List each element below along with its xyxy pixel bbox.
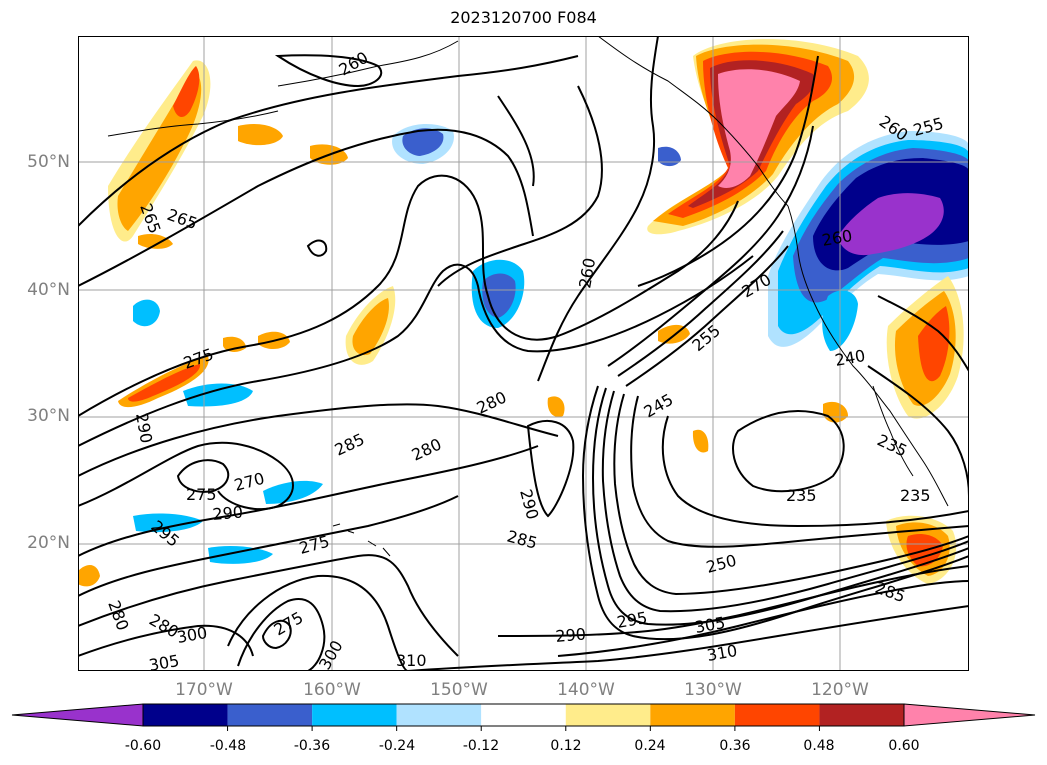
shade-orange-c5 xyxy=(547,396,565,417)
shade-red-c2 xyxy=(128,364,201,402)
colorbar-box xyxy=(819,704,904,726)
contour-label: 285 xyxy=(505,527,539,553)
lon-label: 130°W xyxy=(684,680,742,700)
chart-title: 2023120700 F084 xyxy=(450,8,597,27)
contour-label: 250 xyxy=(704,551,738,577)
graticule xyxy=(78,36,969,671)
shade-blue-4 xyxy=(133,299,160,327)
contour-label: 265 xyxy=(136,201,164,236)
shade-blue-1b xyxy=(402,128,444,156)
coast-baja xyxy=(872,385,914,477)
lat-label: 50°N xyxy=(27,152,70,172)
contour-label: 255 xyxy=(688,321,724,355)
lon-label: 150°W xyxy=(430,680,488,700)
contour-label: 290 xyxy=(132,411,156,444)
colorbar-tick: 0.60 xyxy=(888,738,920,754)
colorbar-box xyxy=(734,704,820,726)
shade-blue-7 xyxy=(133,513,203,533)
lon-label: 140°W xyxy=(557,680,615,700)
contour-label: 235 xyxy=(786,486,817,505)
colorbar-box xyxy=(650,704,735,726)
contour-label: 280 xyxy=(474,387,510,417)
contour-label: 310 xyxy=(396,651,427,670)
colorbar-extend-low xyxy=(11,703,144,727)
shade-blue-3 xyxy=(658,146,681,167)
shade-orange-e2 xyxy=(823,401,848,423)
lon-label: 170°W xyxy=(175,680,233,700)
shade-blue-6 xyxy=(263,480,323,504)
colorbar xyxy=(11,703,1036,731)
colorbar-box xyxy=(312,704,397,726)
colorbar-tick: 0.24 xyxy=(634,738,666,754)
contour-label: 275 xyxy=(297,532,331,558)
contour-label: 265 xyxy=(165,205,200,233)
shade-orange-c1b xyxy=(352,298,389,356)
contour-label: 275 xyxy=(181,344,216,372)
contour-label: 240 xyxy=(833,346,866,370)
shade-red-west xyxy=(173,66,200,118)
lon-label: 160°W xyxy=(303,680,361,700)
lat-label: 40°N xyxy=(27,280,70,300)
colorbar-box xyxy=(396,704,482,726)
colorbar-tick: -0.24 xyxy=(378,738,416,754)
contour-label: 295 xyxy=(615,608,648,632)
colorbar-tick: 0.36 xyxy=(719,738,751,754)
contour-label: 290 xyxy=(212,502,244,524)
shade-orange-w2 xyxy=(238,124,283,146)
coast-hawaii xyxy=(332,523,391,557)
lat-label: 20°N xyxy=(27,533,70,553)
lon-label: 120°W xyxy=(811,680,869,700)
contour-label: 280 xyxy=(409,434,445,464)
colorbar-tick: -0.36 xyxy=(293,738,331,754)
colorbar-box xyxy=(481,704,566,726)
contour-label: 285 xyxy=(873,578,908,606)
coast-aleutians xyxy=(107,110,279,137)
colorbar-extend-high xyxy=(903,703,1036,727)
colorbar-tick: -0.12 xyxy=(462,738,500,754)
contour-label: 270 xyxy=(232,469,266,495)
colorbar-tick: -0.48 xyxy=(209,738,247,754)
contour-label: 290 xyxy=(555,624,587,646)
contour-label: 275 xyxy=(271,608,307,640)
shaded-fields xyxy=(78,39,969,587)
contour-label: 260 xyxy=(575,256,599,289)
colorbar-box xyxy=(143,704,228,726)
contour-label: 280 xyxy=(104,598,132,633)
contours xyxy=(78,36,969,671)
colorbar-outline xyxy=(142,703,905,727)
shade-blue-5 xyxy=(183,383,253,407)
contour-label: 235 xyxy=(874,430,910,460)
colorbar-segments xyxy=(11,703,1036,731)
map-panel: 265 265 275 290 270 275 290 295 280 280 … xyxy=(78,36,969,671)
map-svg: 265 265 275 290 270 275 290 295 280 280 … xyxy=(78,36,969,671)
contour-label: 275 xyxy=(186,485,217,504)
colorbar-box xyxy=(227,704,313,726)
shade-orange-c4 xyxy=(692,429,709,453)
colorbar-tick: -0.60 xyxy=(124,738,162,754)
shade-pink-ne xyxy=(718,69,800,188)
coast-west-coast xyxy=(787,205,949,507)
shade-purple-e xyxy=(838,193,944,256)
contour-label: 235 xyxy=(900,486,931,505)
lat-label: 30°N xyxy=(27,406,70,426)
colorbar-tick: 0.12 xyxy=(550,738,582,754)
shade-orange-w5 xyxy=(78,564,100,587)
contour-label: 300 xyxy=(315,637,347,671)
contour-label: 310 xyxy=(705,641,738,665)
contour-label: 285 xyxy=(332,429,368,459)
shade-blue-8 xyxy=(208,546,273,564)
shade-red-e1 xyxy=(918,306,950,382)
colorbar-tick: 0.48 xyxy=(803,738,835,754)
contour-label: 305 xyxy=(147,651,180,671)
shade-orange-w4 xyxy=(138,233,173,249)
coastlines xyxy=(107,36,949,557)
colorbar-box xyxy=(565,704,651,726)
